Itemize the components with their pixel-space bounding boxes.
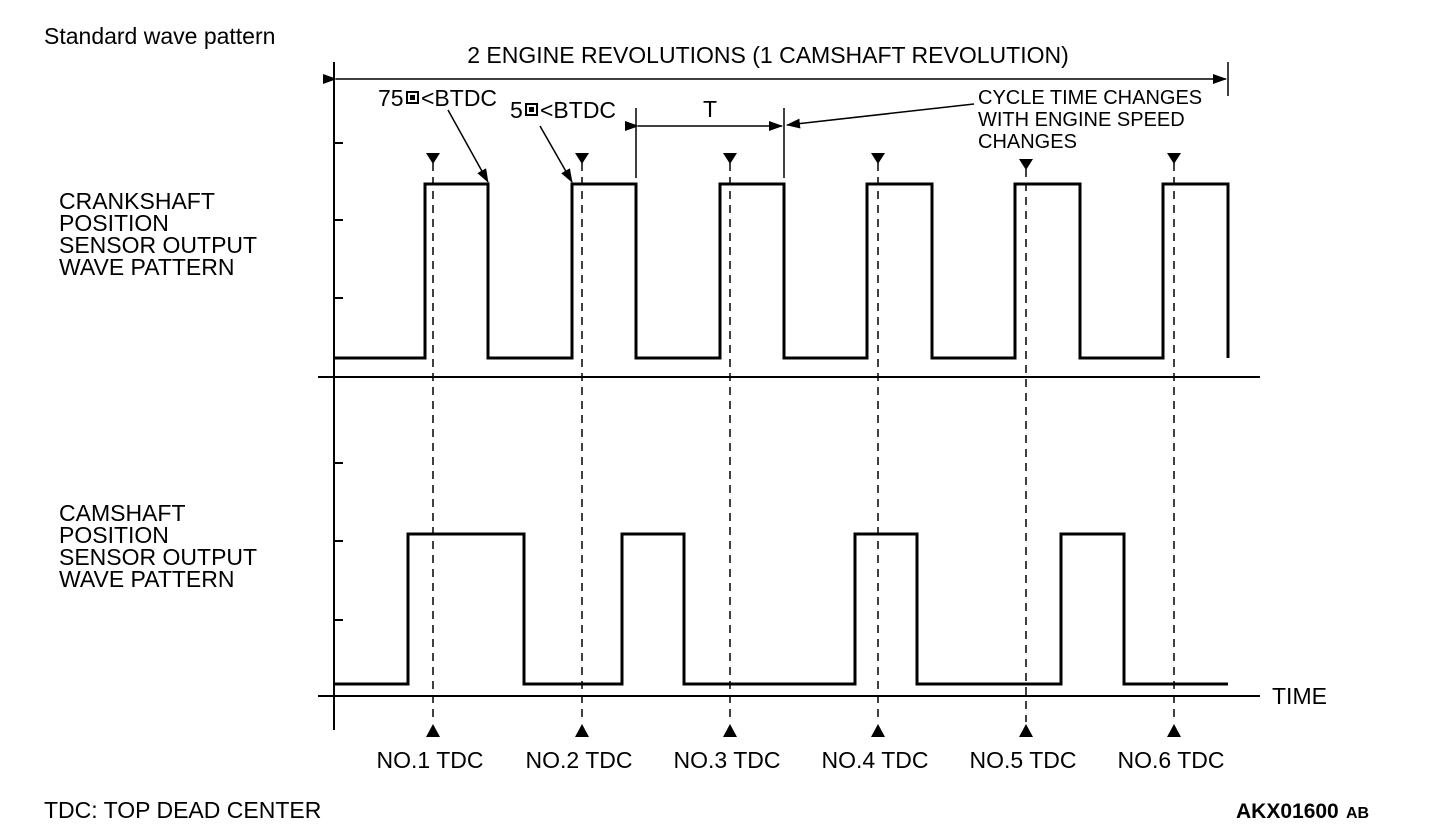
revolution-span-label: 2 ENGINE REVOLUTIONS (1 CAMSHAFT REVOLUT… — [467, 42, 1069, 68]
tdc-marker-top-icon — [1019, 159, 1033, 170]
tdc-marker-top-icon — [871, 153, 885, 164]
revolution-span: 2 ENGINE REVOLUTIONS (1 CAMSHAFT REVOLUT… — [323, 42, 1229, 96]
tdc-marker-bottom-icon — [1019, 724, 1033, 737]
tdc-marker-top-icon — [426, 153, 440, 164]
tdc-marker-bottom-icon — [426, 724, 440, 737]
degree-symbol-icon — [406, 91, 419, 104]
degree-symbol-fill — [529, 107, 534, 112]
cam-label-line-2: POSITION — [59, 522, 169, 548]
tdc-label: NO.1 TDC — [377, 747, 484, 773]
period-annotation: T — [625, 96, 785, 178]
btdc75-suffix: <BTDC — [421, 85, 497, 111]
crank-label-line-1: CRANKSHAFT — [59, 188, 215, 214]
tdc-label: NO.2 TDC — [526, 747, 633, 773]
tdc-marker-top-icon — [723, 153, 737, 164]
tdc-marker-bottom-icon — [575, 724, 589, 737]
tdc-marker-bottom-icon — [723, 724, 737, 737]
tdc-label: NO.4 TDC — [822, 747, 929, 773]
cycle-note-line-1: CYCLE TIME CHANGES — [978, 87, 1202, 109]
crank-label-line-4: WAVE PATTERN — [59, 254, 235, 280]
period-label: T — [703, 96, 717, 122]
btdc5-suffix: <BTDC — [540, 97, 616, 123]
crank-wave — [334, 182, 1230, 360]
cam-wave — [334, 532, 1228, 686]
left-axis — [333, 62, 343, 730]
btdc5-value: 5 — [510, 97, 523, 123]
tdc-marker-bottom-icon — [1167, 724, 1181, 737]
crank-label-line-3: SENSOR OUTPUT — [59, 232, 257, 258]
cam-label-line-4: WAVE PATTERN — [59, 566, 235, 592]
cam-label-line-3: SENSOR OUTPUT — [59, 544, 257, 570]
degree-symbol-fill — [410, 95, 415, 100]
cam-label-line-1: CAMSHAFT — [59, 500, 186, 526]
cycle-note-line-2: WITH ENGINE SPEED — [978, 109, 1185, 131]
tdc-marker-top-icon — [1167, 153, 1181, 164]
tdc-label: NO.3 TDC — [674, 747, 781, 773]
time-axis-label: TIME — [1272, 683, 1327, 709]
cycle-note-line-3: CHANGES — [978, 131, 1077, 153]
tdc-label: NO.6 TDC — [1118, 747, 1225, 773]
figure-code-suffix: AB — [1346, 805, 1369, 822]
degree-symbol-icon — [525, 103, 538, 116]
btdc5-annotation: 5 <BTDC — [510, 97, 616, 183]
tdc-marker-bottom-icon — [871, 724, 885, 737]
tdc-legend: TDC: TOP DEAD CENTER — [44, 797, 321, 823]
btdc75-annotation: 75 <BTDC — [378, 85, 497, 183]
crank-label-line-2: POSITION — [59, 210, 169, 236]
diagram-title: Standard wave pattern — [44, 23, 275, 49]
btdc75-value: 75 — [378, 85, 404, 111]
tdc-markers: NO.1 TDC NO.2 TDC NO.3 TDC NO.4 TDC NO.5 TDC… — [377, 153, 1225, 773]
figure-code: AKX01600 — [1236, 800, 1339, 823]
tdc-marker-top-icon — [575, 153, 589, 164]
cycle-note: CYCLE TIME CHANGES WITH ENGINE SPEED CHA… — [786, 87, 1202, 153]
tdc-label: NO.5 TDC — [970, 747, 1077, 773]
